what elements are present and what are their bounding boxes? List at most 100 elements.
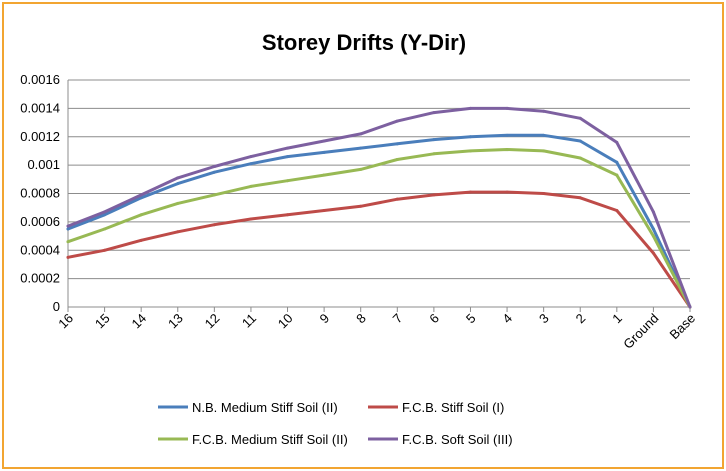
data-point [212, 165, 216, 169]
x-tick-label: 11 [239, 311, 259, 331]
legend: N.B. Medium Stiff Soil (II) F.C.B. Stiff … [158, 400, 513, 447]
data-point [66, 240, 70, 244]
data-point [103, 213, 107, 217]
data-point [286, 146, 290, 150]
data-point [176, 182, 180, 186]
series-line [66, 148, 692, 309]
x-tick-label: 7 [390, 311, 406, 327]
data-point [322, 173, 326, 177]
data-point [103, 248, 107, 252]
series-line [66, 106, 692, 309]
x-tick-label: 2 [573, 311, 589, 327]
data-point [249, 155, 253, 159]
legend-label: N.B. Medium Stiff Soil (II) [192, 400, 338, 415]
series-lines [66, 106, 692, 309]
series-0 [66, 133, 692, 309]
data-point [468, 106, 472, 110]
x-tick-label: Ground [620, 311, 661, 352]
data-point [578, 156, 582, 160]
series-line [66, 133, 692, 309]
data-point [249, 217, 253, 221]
data-point [395, 142, 399, 146]
data-point [395, 157, 399, 161]
data-point [103, 210, 107, 214]
data-point [286, 213, 290, 217]
legend-label: F.C.B. Stiff Soil (I) [402, 400, 504, 415]
x-tick-label: 1 [609, 311, 625, 327]
chart-title: Storey Drifts (Y-Dir) [262, 30, 466, 55]
grid [68, 79, 690, 308]
x-tick-label: Base [667, 311, 699, 343]
data-point [542, 133, 546, 137]
data-point [615, 160, 619, 164]
data-point [651, 227, 655, 231]
data-point [542, 149, 546, 153]
y-tick-label: 0.0002 [20, 271, 60, 286]
data-point [578, 116, 582, 120]
data-point [432, 193, 436, 197]
series-2 [66, 148, 692, 309]
x-tick-label: 9 [317, 311, 333, 327]
x-tick-label: 5 [463, 311, 479, 327]
data-point [468, 149, 472, 153]
data-point [505, 133, 509, 137]
x-tick-label: 6 [426, 311, 442, 327]
data-point [359, 146, 363, 150]
data-point [139, 193, 143, 197]
data-point [139, 238, 143, 242]
data-point [66, 255, 70, 259]
series-3 [66, 106, 692, 309]
data-point [249, 162, 253, 166]
data-point [286, 155, 290, 159]
data-point [615, 140, 619, 144]
data-point [359, 132, 363, 136]
data-point [322, 150, 326, 154]
data-point [359, 167, 363, 171]
y-tick-label: 0.0014 [20, 100, 60, 115]
data-point [395, 197, 399, 201]
y-tick-label: 0.0008 [20, 186, 60, 201]
data-point [505, 190, 509, 194]
x-tick-label: 10 [275, 311, 296, 332]
data-point [249, 184, 253, 188]
data-point [432, 111, 436, 115]
data-point [468, 190, 472, 194]
data-point [542, 192, 546, 195]
y-tick-label: 0.0016 [20, 72, 60, 87]
data-point [359, 204, 363, 208]
data-point [505, 106, 509, 110]
data-point [651, 210, 655, 214]
x-tick-label: 15 [92, 311, 113, 332]
y-tick-label: 0.0012 [20, 129, 60, 144]
legend-label: F.C.B. Medium Stiff Soil (II) [192, 432, 348, 447]
data-point [542, 109, 546, 113]
data-point [66, 227, 70, 231]
y-tick-label: 0.0006 [20, 214, 60, 229]
data-point [578, 196, 582, 200]
data-point [66, 224, 70, 228]
data-point [395, 119, 399, 123]
data-point [139, 213, 143, 217]
x-tick-label: 3 [536, 311, 552, 327]
data-point [651, 251, 655, 255]
x-tick-label: 4 [499, 311, 515, 327]
y-axis: 0 0.0002 0.0004 0.0006 0.0008 0.001 0.0012 0.00… [20, 72, 69, 314]
data-point [322, 209, 326, 213]
series-line [66, 190, 692, 309]
data-point [578, 139, 582, 143]
data-point [139, 196, 143, 200]
y-tick-label: 0.001 [27, 157, 60, 172]
data-point [103, 227, 107, 231]
data-point [432, 152, 436, 156]
data-point [212, 170, 216, 174]
data-point [286, 179, 290, 183]
data-point [651, 234, 655, 238]
data-point [176, 176, 180, 180]
x-tick-label: 8 [353, 311, 369, 327]
data-point [505, 148, 509, 152]
data-point [322, 139, 326, 143]
data-point [212, 223, 216, 227]
data-point [615, 173, 619, 177]
